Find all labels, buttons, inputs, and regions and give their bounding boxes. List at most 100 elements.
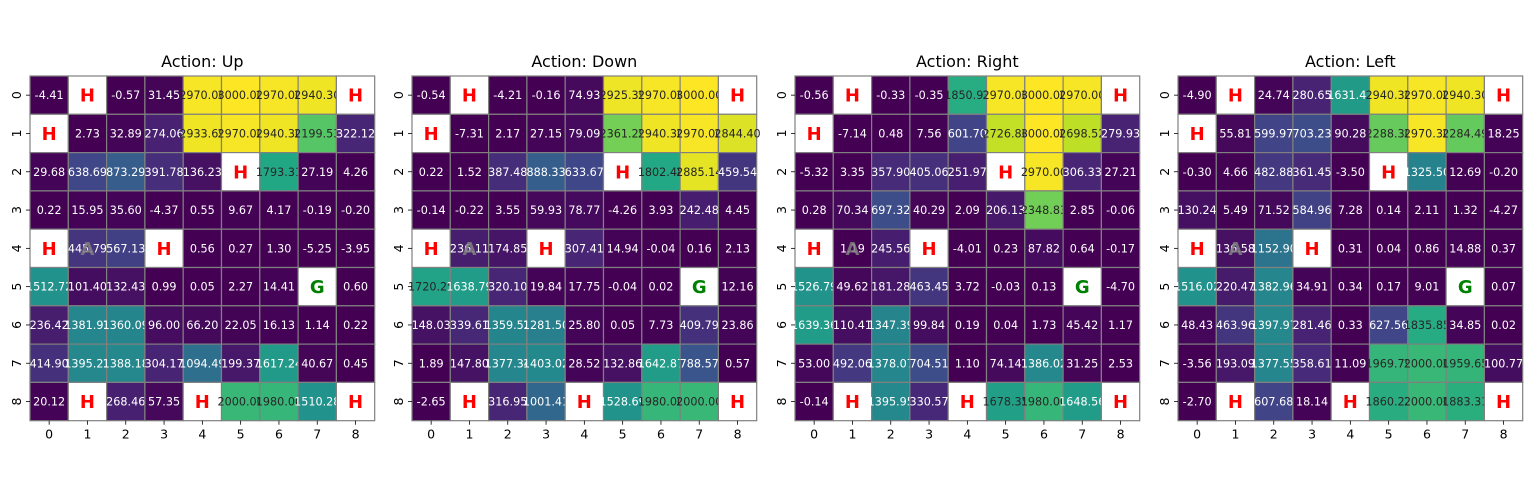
cell-value-label: 320.10 xyxy=(488,281,527,294)
heatmap-cell xyxy=(1100,152,1141,192)
heatmap-cell xyxy=(1024,305,1064,345)
cell-value-label: 387.48 xyxy=(488,166,527,179)
heatmap-cell xyxy=(1368,228,1409,269)
cell-value-label: 2970.00 xyxy=(1021,166,1067,179)
cell-value-label: 2970.00 xyxy=(1059,89,1105,102)
cell-value-label: 78.77 xyxy=(568,204,600,217)
heatmap-cell xyxy=(1483,381,1524,422)
heatmap-cell xyxy=(832,152,873,192)
y-tick-label: 3 xyxy=(391,206,406,214)
heatmap-cell xyxy=(947,190,988,230)
cell-value-label: 193.09 xyxy=(1216,357,1255,370)
heatmap-cell xyxy=(602,381,643,422)
cell-value-label: 2284.49 xyxy=(1442,127,1488,140)
y-tick-label: 8 xyxy=(9,398,24,406)
heatmap-cell xyxy=(794,381,834,422)
cell-value-label: 2199.53 xyxy=(294,127,340,140)
heatmap-cell xyxy=(144,266,184,307)
cell-value-label: 322.12 xyxy=(336,127,375,140)
cell-value-label: 788.57 xyxy=(680,357,719,370)
cell-value-label: 281.46 xyxy=(1292,319,1331,332)
cell-value-label: 206.13 xyxy=(986,204,1025,217)
heatmap-cell xyxy=(1330,305,1371,345)
x-tick-label: 7 xyxy=(313,427,321,442)
goal-marker: G xyxy=(1075,277,1090,298)
hole-marker: H xyxy=(807,239,822,260)
heatmap-cell xyxy=(67,113,108,154)
heatmap-cell xyxy=(1330,113,1371,154)
cell-value-label: 20.12 xyxy=(33,396,65,409)
cell-value-label: 638.69 xyxy=(68,166,107,179)
heatmap-cell xyxy=(602,266,643,307)
cell-value-label: 1720.25 xyxy=(408,281,454,294)
y-tick-label: 0 xyxy=(9,91,24,99)
heatmap-cell xyxy=(1483,190,1524,230)
cell-value-label: 1378.07 xyxy=(868,357,914,370)
hole-marker: H xyxy=(462,86,477,107)
hole-marker: H xyxy=(80,86,95,107)
heatmap-cell xyxy=(985,152,1026,192)
cell-value-label: 130.24 xyxy=(1178,204,1217,217)
heatmap-cell xyxy=(1024,75,1064,115)
y-tick-label: 4 xyxy=(1157,244,1172,252)
cell-value-label: -0.30 xyxy=(1183,166,1212,179)
heatmap-cell xyxy=(1062,381,1102,422)
cell-value-label: -4.27 xyxy=(1489,204,1518,217)
heatmap-cell xyxy=(1177,381,1217,422)
cell-value-label: 1526.79 xyxy=(791,281,837,294)
cell-value-label: 3.55 xyxy=(495,204,520,217)
cell-value-label: 17.75 xyxy=(568,281,600,294)
cell-value-label: 110.41 xyxy=(833,319,872,332)
cell-value-label: 1381.93 xyxy=(64,319,110,332)
heatmap-cell xyxy=(1292,228,1332,269)
y-tick-label: 7 xyxy=(391,359,406,367)
cell-value-label: 1642.87 xyxy=(638,357,684,370)
cell-value-label: 0.48 xyxy=(878,127,903,140)
heatmap-cell xyxy=(220,305,261,345)
cell-value-label: -3.50 xyxy=(1336,166,1365,179)
heatmap-cell xyxy=(526,228,566,269)
y-tick-label: 7 xyxy=(1157,359,1172,367)
cell-value-label: 2000.00 xyxy=(1404,357,1450,370)
cell-value-label: -5.32 xyxy=(800,166,829,179)
heatmap-cell xyxy=(1215,381,1256,422)
heatmap-cell xyxy=(1445,381,1485,422)
cell-value-label: 74.93 xyxy=(568,89,600,102)
cell-value-label: 181.28 xyxy=(871,281,910,294)
cell-value-label: 2.85 xyxy=(1070,204,1095,217)
cell-value-label: 132.86 xyxy=(603,357,642,370)
cell-value-label: 0.02 xyxy=(648,281,673,294)
heatmap-cell xyxy=(335,113,376,154)
cell-value-label: 1617.24 xyxy=(256,357,302,370)
heatmap-cell xyxy=(259,152,299,192)
cell-value-label: 35.60 xyxy=(110,204,142,217)
heatmap-cell xyxy=(947,113,988,154)
cell-value-label: 12.16 xyxy=(722,281,754,294)
cell-value-label: 1325.50 xyxy=(1404,166,1450,179)
goal-marker: G xyxy=(310,277,325,298)
cell-value-label: 2925.39 xyxy=(600,89,646,102)
cell-value-label: 66.20 xyxy=(186,319,218,332)
hole-marker: H xyxy=(1305,239,1320,260)
heatmap-cell xyxy=(1024,381,1064,422)
cell-value-label: -3.56 xyxy=(1183,357,1212,370)
hole-marker: H xyxy=(922,239,937,260)
heatmap-cell xyxy=(1024,343,1064,384)
cell-value-label: 1802.48 xyxy=(638,166,684,179)
y-tick-label: 6 xyxy=(391,321,406,329)
cell-value-label: 1.32 xyxy=(1453,204,1478,217)
cell-value-label: 19.84 xyxy=(530,281,562,294)
heatmap-cell xyxy=(909,266,949,307)
heatmap-cell xyxy=(870,381,911,422)
cell-value-label: 0.57 xyxy=(725,357,750,370)
cell-value-label: 4.17 xyxy=(266,204,291,217)
cell-value-label: 2.17 xyxy=(495,127,520,140)
heatmap-cell xyxy=(105,190,146,230)
heatmap-cell xyxy=(1177,75,1217,115)
heatmap-cell xyxy=(449,381,490,422)
heatmap-cell xyxy=(1368,152,1409,192)
heatmap-cell xyxy=(449,113,490,154)
y-tick-label: 8 xyxy=(1157,398,1172,406)
cell-value-label: 3000.00 xyxy=(1021,89,1067,102)
